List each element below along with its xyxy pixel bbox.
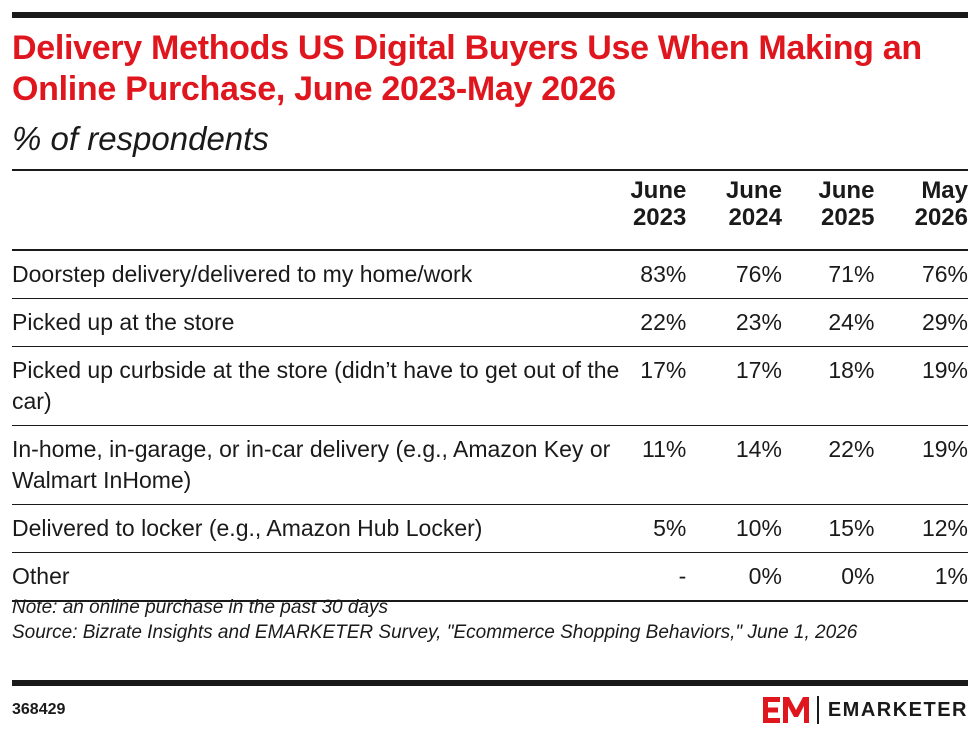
column-header: June 2023: [629, 170, 687, 250]
table-cell: 76%: [735, 261, 782, 287]
row-label: Delivered to locker (e.g., Amazon Hub Lo…: [12, 515, 483, 541]
table-cell: 18%: [828, 357, 875, 383]
table-cell: 23%: [735, 309, 782, 335]
column-header-line1: May: [921, 177, 968, 204]
table-row: Delivered to locker (e.g., Amazon Hub Lo…: [12, 504, 968, 553]
table-cell: 11%: [642, 436, 687, 462]
row-label: In-home, in-garage, or in-car delivery (…: [12, 436, 611, 493]
table-row: In-home, in-garage, or in-car delivery (…: [12, 425, 968, 505]
brand-divider: [816, 696, 819, 724]
emarketer-logo-icon: [762, 697, 809, 723]
column-header-line2: 2024: [728, 204, 782, 231]
table-cell: 1%: [934, 563, 968, 589]
column-header-line1: June: [725, 177, 782, 204]
table-cell: 5%: [653, 515, 687, 541]
column-header-line1: June: [630, 177, 687, 204]
chart-subtitle: % of respondents: [12, 120, 269, 157]
column-header-line2: 2026: [914, 204, 968, 231]
row-label: Doorstep delivery/delivered to my home/w…: [12, 261, 473, 287]
row-label: Picked up at the store: [12, 309, 235, 335]
table-row: Picked up curbside at the store (didn’t …: [12, 346, 968, 426]
table-cell: 10%: [735, 515, 782, 541]
footnotes: Note: an online purchase in the past 30 …: [12, 595, 962, 645]
table-cell: 24%: [828, 309, 875, 335]
table-row: Doorstep delivery/delivered to my home/w…: [12, 250, 968, 299]
table-cell: -: [678, 563, 687, 589]
chart-title: Delivery Methods US Digital Buyers Use W…: [12, 29, 922, 108]
table-cell: 14%: [735, 436, 782, 462]
column-header: June 2024: [686, 170, 782, 250]
column-header-line1: June: [818, 177, 875, 204]
table-cell: 22%: [640, 309, 687, 335]
column-header: June 2025: [782, 170, 875, 250]
bottom-rule: [12, 680, 968, 686]
column-header: May 2026: [874, 170, 968, 250]
table-row: Other - 0% 0% 1%: [12, 552, 968, 601]
table-cell: 15%: [828, 515, 875, 541]
table-cell: 0%: [841, 563, 875, 589]
row-label: Other: [12, 563, 70, 589]
table-cell: 22%: [828, 436, 875, 462]
table-row: Picked up at the store 22% 23% 24% 29%: [12, 298, 968, 347]
source-text: Source: Bizrate Insights and EMARKETER S…: [12, 622, 858, 643]
table-cell: 12%: [921, 515, 968, 541]
table-cell: 83%: [640, 261, 687, 287]
brand-name: EMARKETER: [827, 699, 968, 721]
brand-logo: EMARKETER: [762, 693, 968, 727]
header-label-cell: [12, 170, 629, 250]
header-row: June 2023 June 2024 June 2025 May 2026: [12, 170, 968, 250]
table-cell: 17%: [735, 357, 782, 383]
table-cell: 0%: [748, 563, 782, 589]
row-label: Picked up curbside at the store (didn’t …: [12, 357, 620, 414]
table-cell: 76%: [921, 261, 968, 287]
chart-id: 368429: [12, 701, 66, 718]
table-cell: 29%: [921, 309, 968, 335]
top-rule: [12, 12, 968, 18]
table-cell: 71%: [828, 261, 875, 287]
table-cell: 17%: [640, 357, 687, 383]
table-cell: 19%: [921, 436, 968, 462]
column-header-line2: 2023: [632, 204, 687, 231]
table-cell: 19%: [921, 357, 968, 383]
column-header-line2: 2025: [821, 204, 875, 231]
note-text: Note: an online purchase in the past 30 …: [12, 597, 389, 618]
data-table: June 2023 June 2024 June 2025 May 2026 D…: [12, 169, 968, 602]
